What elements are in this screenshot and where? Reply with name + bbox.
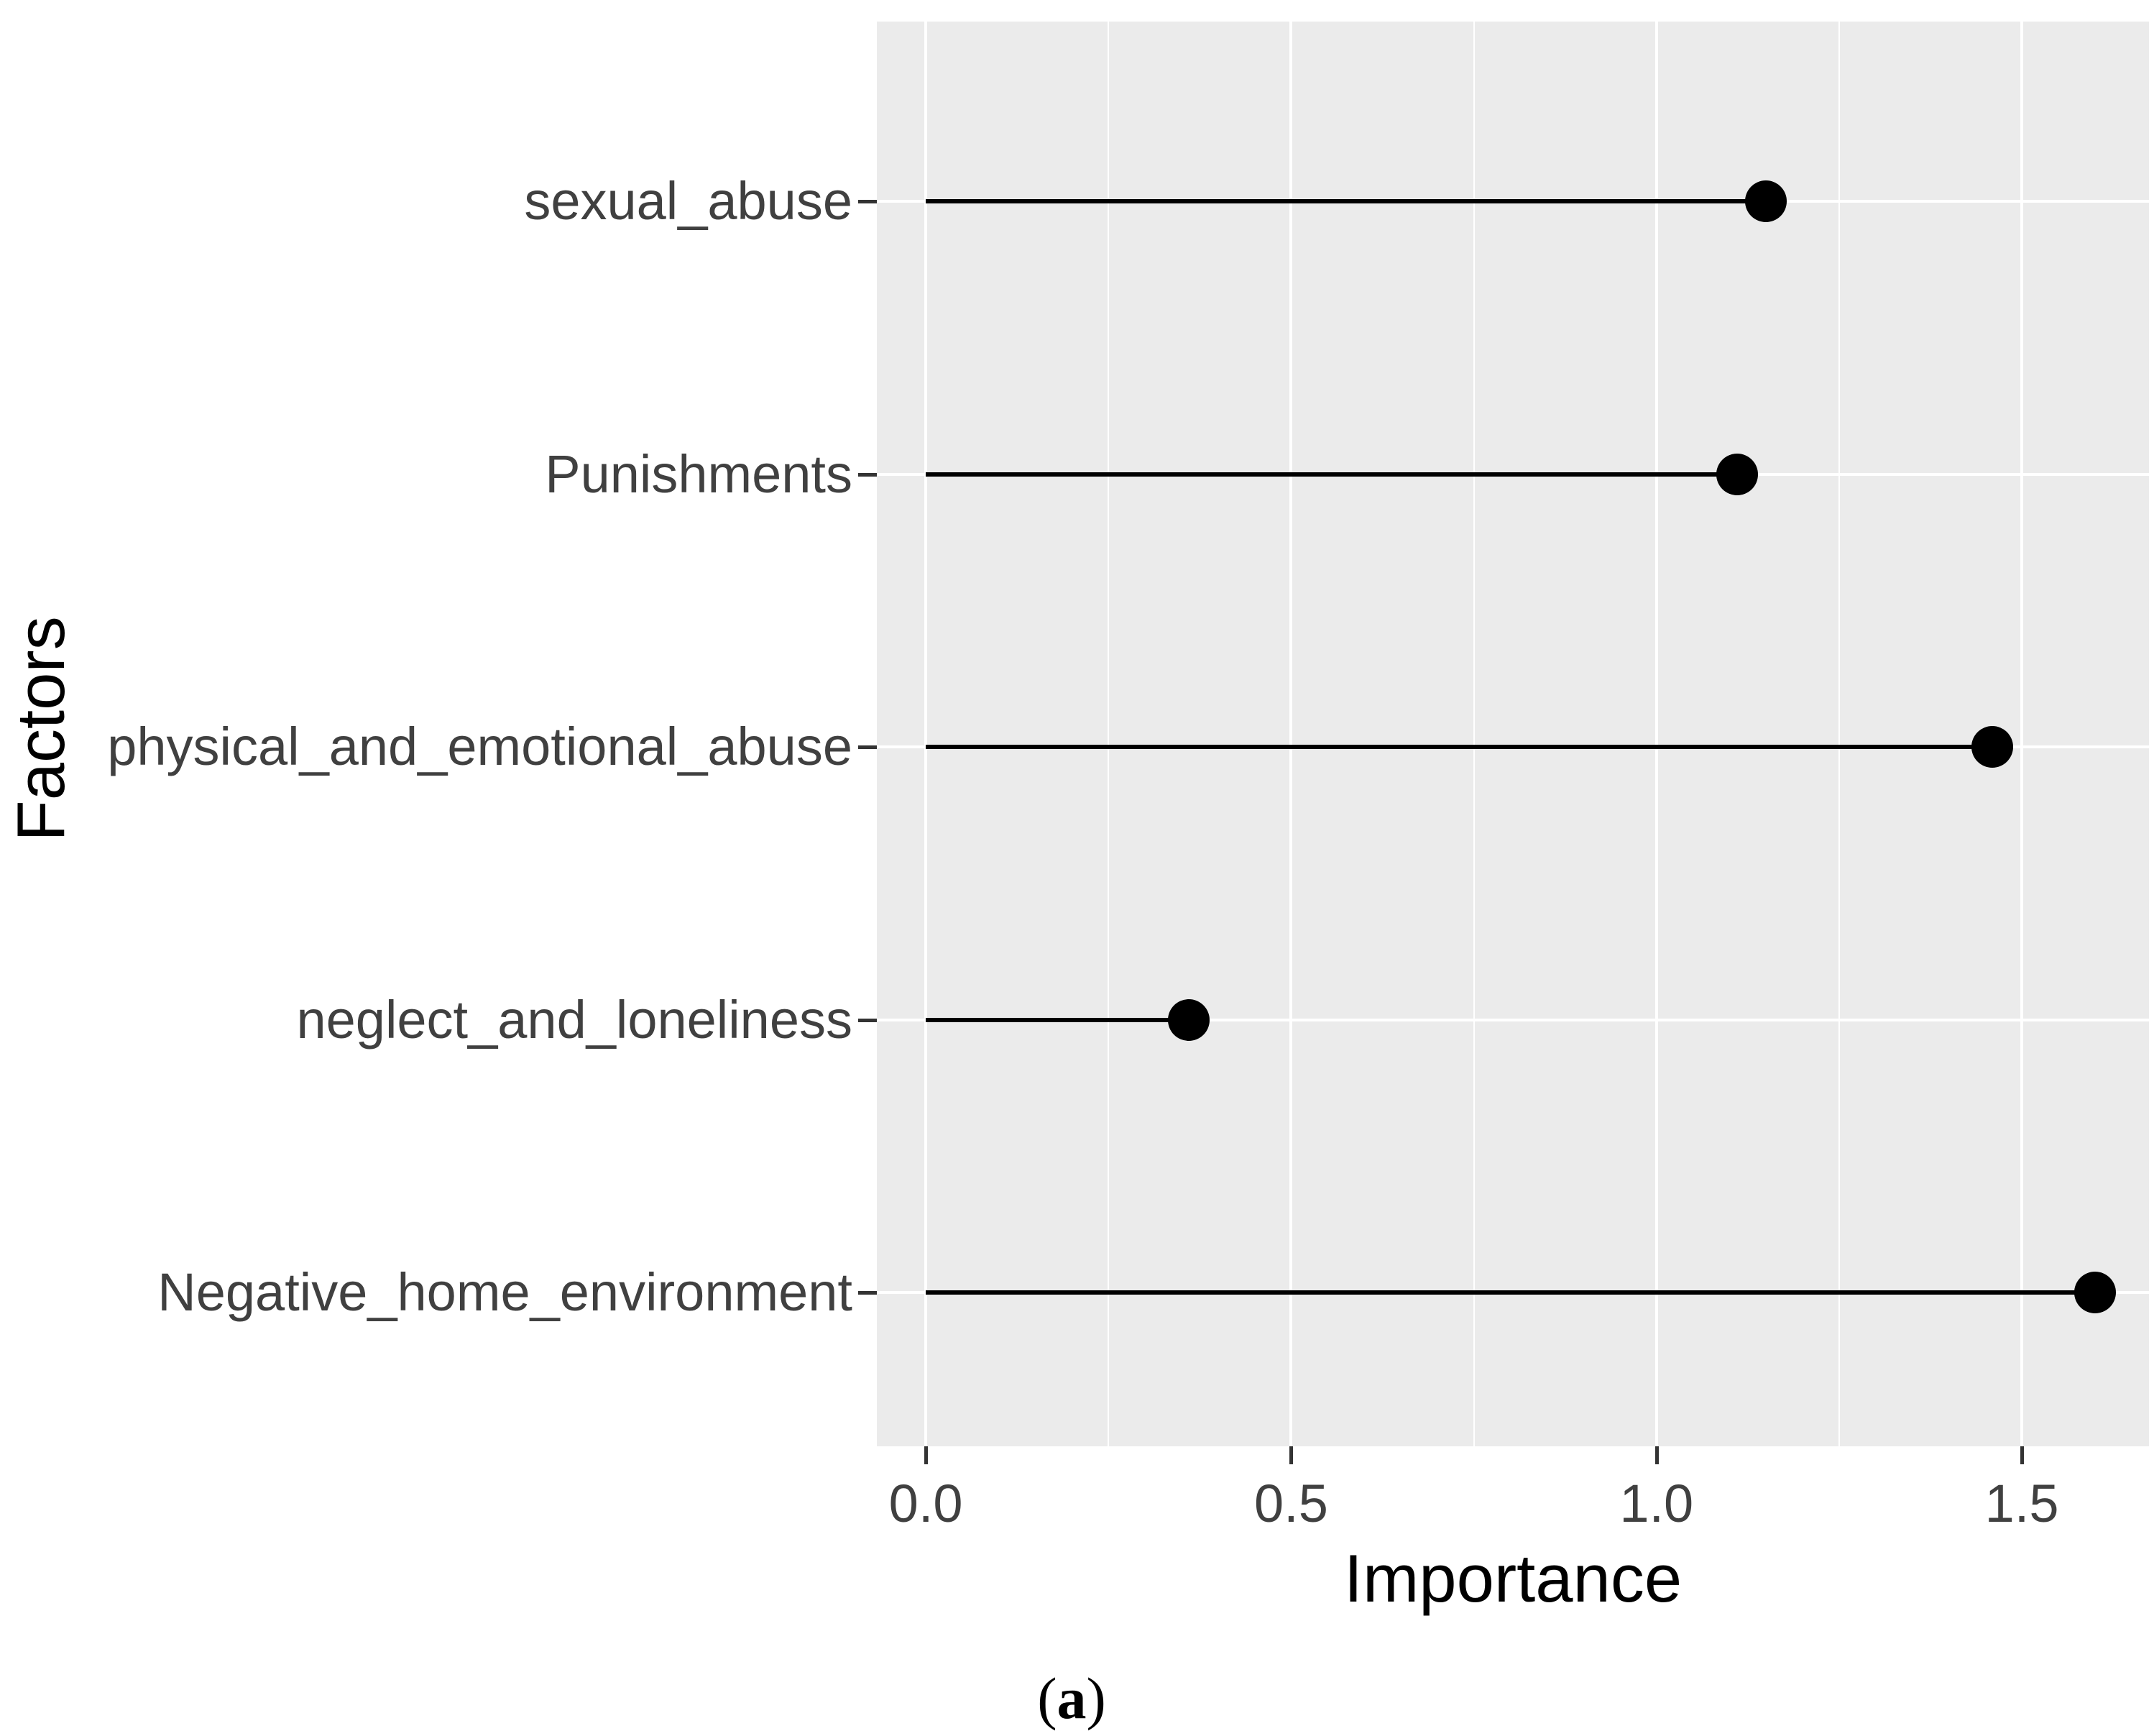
lollipop-dot bbox=[1971, 726, 2014, 768]
major-gridline bbox=[2020, 22, 2024, 1446]
lollipop-dot bbox=[1168, 998, 1210, 1041]
y-axis-label: neglect_and_loneliness bbox=[296, 989, 853, 1050]
y-axis-tick bbox=[858, 472, 877, 477]
y-axis-tick bbox=[858, 1018, 877, 1022]
major-gridline bbox=[1289, 22, 1293, 1446]
caption-open-paren: ( bbox=[1037, 1666, 1057, 1731]
figure-caption: (a) bbox=[964, 1663, 1179, 1734]
row-gridline bbox=[877, 1018, 2149, 1021]
caption-close-paren: ) bbox=[1086, 1666, 1106, 1731]
x-axis-title: Importance bbox=[1343, 1540, 1683, 1616]
x-axis-tick bbox=[2020, 1446, 2025, 1464]
lollipop-dot bbox=[2074, 1272, 2116, 1313]
y-axis-label: physical_and_emotional_abuse bbox=[107, 717, 852, 776]
y-axis-title: Factors bbox=[3, 616, 78, 842]
lollipop-dot bbox=[1745, 180, 1787, 222]
minor-gridline bbox=[1473, 22, 1475, 1446]
y-axis-label: Negative_home_environment bbox=[157, 1262, 852, 1322]
y-axis-tick bbox=[858, 200, 877, 203]
caption-letter: a bbox=[1057, 1666, 1087, 1731]
plot-panel bbox=[877, 22, 2149, 1446]
x-axis-tick-label: 1.0 bbox=[1619, 1474, 1694, 1533]
lollipop-stem bbox=[926, 472, 1737, 477]
y-axis-label: Punishments bbox=[545, 444, 852, 504]
major-gridline bbox=[1654, 22, 1658, 1446]
x-axis-tick bbox=[1654, 1446, 1659, 1464]
lollipop-stem bbox=[926, 1017, 1189, 1022]
x-axis-tick bbox=[1289, 1446, 1294, 1464]
minor-gridline bbox=[1108, 22, 1110, 1446]
x-axis-tick-label: 0.5 bbox=[1254, 1474, 1328, 1533]
x-axis-tick bbox=[924, 1446, 929, 1464]
lollipop-stem bbox=[926, 199, 1767, 203]
y-axis-tick bbox=[858, 1291, 877, 1295]
lollipop-stem bbox=[926, 745, 1993, 749]
lollipop-stem bbox=[926, 1290, 2095, 1295]
x-axis-tick-label: 0.0 bbox=[888, 1474, 963, 1533]
minor-gridline bbox=[1838, 22, 1840, 1446]
lollipop-dot bbox=[1716, 453, 1758, 495]
y-axis-tick bbox=[858, 745, 877, 749]
x-axis-tick-label: 1.5 bbox=[1984, 1474, 2059, 1533]
major-gridline bbox=[924, 22, 928, 1446]
y-axis-label: sexual_abuse bbox=[524, 171, 852, 231]
